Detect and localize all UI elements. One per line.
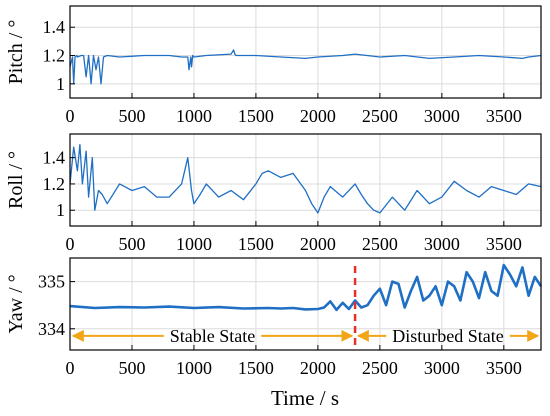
x-tick-label: 1500 <box>238 106 274 126</box>
plot-area <box>70 258 541 350</box>
x-tick-label: 3000 <box>424 358 460 378</box>
y-tick-label: 1.2 <box>43 174 66 194</box>
x-tick-label: 3500 <box>486 358 522 378</box>
state-annotation-label: Stable State <box>170 326 255 346</box>
roll-axis-title: Roll / ° <box>5 151 27 209</box>
y-tick-label: 1 <box>56 74 65 94</box>
x-tick-label: 3000 <box>424 234 460 254</box>
yaw-series-line <box>69 263 543 312</box>
plot-area <box>70 6 541 98</box>
x-tick-label: 3000 <box>424 106 460 126</box>
plot-area <box>70 134 541 226</box>
x-tick-label: 1500 <box>238 358 274 378</box>
y-tick-label: 1.4 <box>43 17 66 37</box>
x-tick-label: 2000 <box>300 234 336 254</box>
y-tick-label: 1.2 <box>43 46 66 66</box>
state-annotation-label: Disturbed State <box>392 326 503 346</box>
x-tick-label: 500 <box>118 106 145 126</box>
x-tick-label: 1500 <box>238 234 274 254</box>
x-tick-label: 1000 <box>176 358 212 378</box>
x-tick-label: 2000 <box>300 358 336 378</box>
pitch-panel: 0 500 1000 1500 2000 2500 3000 3500 1 1.2 1.4 Pitch… <box>5 5 542 126</box>
x-tick-label: 2500 <box>362 358 398 378</box>
axes-frame <box>69 257 542 351</box>
x-tick-label: 2000 <box>300 106 336 126</box>
x-tick-label: 0 <box>66 234 75 254</box>
x-tick-label: 1000 <box>176 234 212 254</box>
yaw-axis-title: Yaw / ° <box>5 274 27 333</box>
x-tick-label: 0 <box>66 106 75 126</box>
pitch-series-line <box>69 49 542 85</box>
x-tick-label: 1000 <box>176 106 212 126</box>
roll-series-line <box>69 143 542 214</box>
axes-frame <box>69 5 542 99</box>
y-tick-label: 334 <box>38 319 65 339</box>
axes-frame <box>69 133 542 227</box>
x-tick-label: 500 <box>118 234 145 254</box>
pitch-axis-title: Pitch / ° <box>5 20 27 85</box>
y-tick-label: 1 <box>56 200 65 220</box>
x-tick-label: 3500 <box>486 106 522 126</box>
x-tick-label: 500 <box>118 358 145 378</box>
roll-panel: 0 500 1000 1500 2000 2500 3000 3500 1 1.2 1.4 Roll … <box>5 133 542 254</box>
yaw-panel: Stable State Disturbed State 0 500 1000 1500 2… <box>5 257 543 378</box>
x-tick-label: 2500 <box>362 234 398 254</box>
x-axis-title: Time / s <box>271 386 339 410</box>
y-tick-label: 1.4 <box>43 148 66 168</box>
x-tick-label: 0 <box>66 358 75 378</box>
x-tick-label: 2500 <box>362 106 398 126</box>
y-tick-label: 335 <box>38 272 65 292</box>
x-tick-label: 3500 <box>486 234 522 254</box>
